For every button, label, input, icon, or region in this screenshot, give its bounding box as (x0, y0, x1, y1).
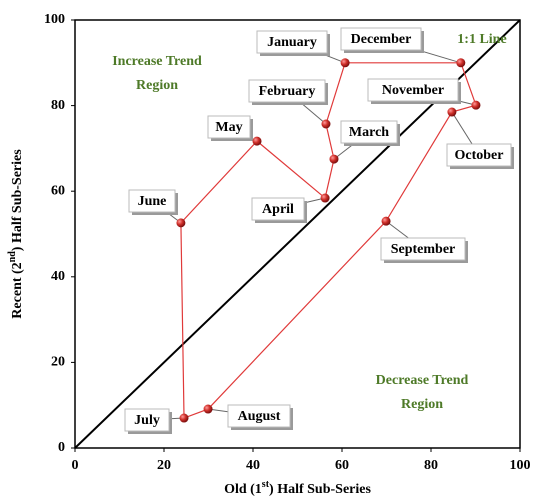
point-label: April (262, 202, 294, 217)
callout-box (128, 189, 176, 213)
x-label-part: Old (1 (224, 482, 262, 497)
region-annotation: Increase Trend (112, 54, 202, 69)
data-point (447, 107, 457, 117)
point-label: October (455, 148, 504, 163)
region-annotation: Decrease Trend (376, 373, 469, 388)
callout-box (248, 79, 326, 103)
y-label-part: Recent (2 (10, 262, 25, 318)
point-label: January (267, 35, 317, 50)
x-tick-label: 100 (510, 458, 531, 473)
y-tick-label: 80 (51, 98, 65, 113)
y-label-part: ) Half Sub-Series (10, 149, 25, 251)
x-tick-label: 20 (157, 458, 171, 473)
y-tick-label: 60 (51, 183, 65, 198)
x-label-part: ) Half Sub-Series (269, 482, 371, 497)
data-point (381, 216, 391, 226)
point-label: March (349, 125, 389, 140)
data-point (179, 413, 189, 423)
point-label: May (215, 120, 242, 135)
callout-box (340, 27, 422, 51)
data-point (329, 154, 339, 164)
region-annotation: Region (401, 397, 443, 412)
data-point (320, 193, 330, 203)
y-tick-label: 0 (58, 440, 65, 455)
callout-box (256, 30, 328, 54)
callout-box (251, 197, 305, 221)
callout-box (367, 78, 459, 102)
point-label: July (134, 413, 160, 428)
x-label-sup: st (262, 479, 270, 490)
region-annotation: Region (136, 78, 178, 93)
y-tick-label: 100 (44, 12, 65, 27)
point-label: September (391, 242, 456, 257)
data-point (340, 58, 350, 68)
point-label: June (138, 194, 167, 209)
data-point (176, 218, 186, 228)
x-axis-label: Old (1st) Half Sub-Series (224, 479, 371, 497)
y-axis-label: Recent (2nd) Half Sub-Series (7, 149, 25, 319)
callout-box (207, 115, 251, 139)
x-tick-label: 60 (335, 458, 349, 473)
y-tick-label: 20 (51, 355, 65, 370)
point-label: December (351, 32, 412, 47)
plot-border (74, 19, 521, 449)
y-tick-label: 40 (51, 269, 65, 284)
x-tick-label: 80 (424, 458, 438, 473)
data-point (252, 136, 262, 146)
x-tick-label: 40 (246, 458, 260, 473)
point-label: November (382, 83, 444, 98)
callout-box (340, 120, 398, 144)
data-point (471, 100, 481, 110)
callout-box (446, 143, 512, 167)
point-label: February (259, 84, 316, 99)
x-tick-label: 0 (72, 458, 79, 473)
point-label: August (238, 409, 281, 424)
callout-box (380, 237, 466, 261)
y-label-sup: nd (7, 251, 18, 263)
callout-box (124, 408, 170, 432)
data-point (203, 404, 213, 414)
callout-box (227, 404, 291, 428)
data-point (321, 119, 331, 129)
data-point (456, 58, 466, 68)
region-annotation: 1:1 Line (457, 32, 506, 47)
